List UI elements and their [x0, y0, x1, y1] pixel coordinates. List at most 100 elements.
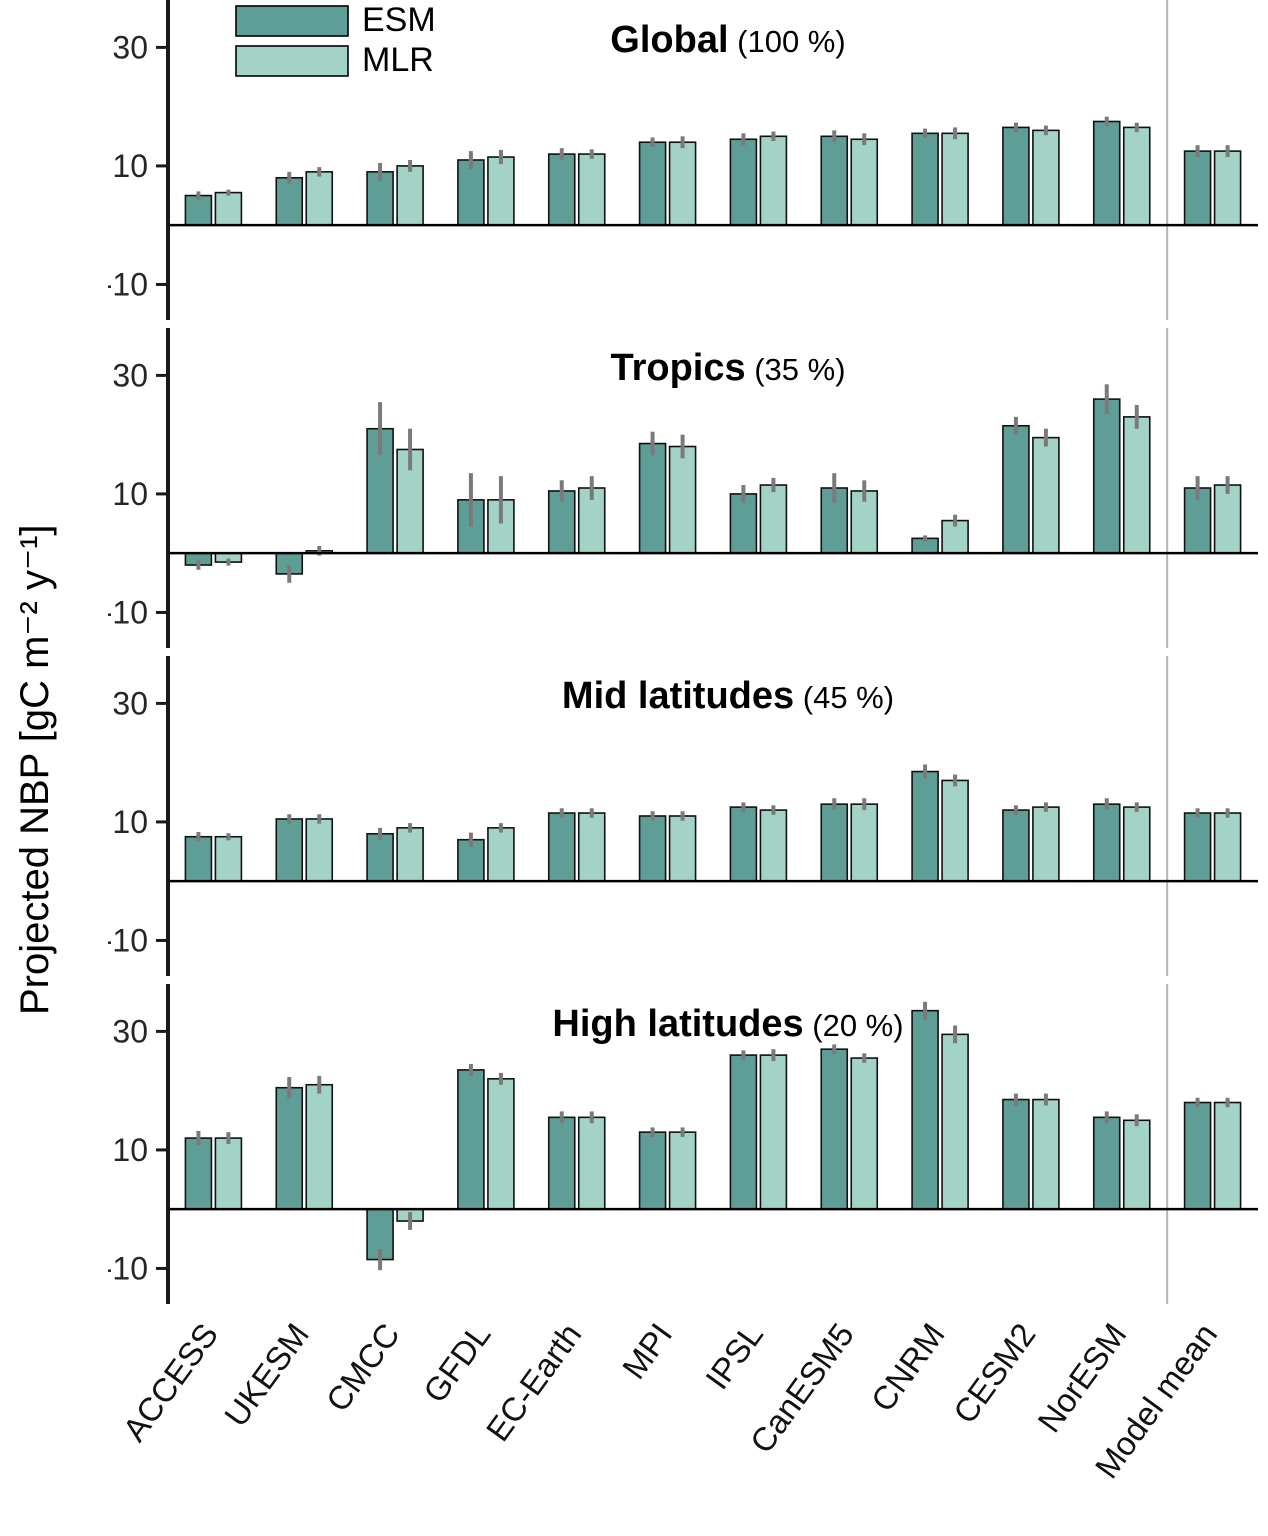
bar-mlr-ipsl [759, 484, 788, 554]
bar-mlr-cmcc [396, 165, 424, 226]
x-tick-label-cmcc: CMCC [319, 1316, 407, 1418]
y-tick-label: 10 [112, 1132, 148, 1168]
bar-esm-access [184, 835, 213, 882]
panel-title-global: Global (100 %) [610, 19, 845, 61]
bar-esm-ipsl [729, 806, 758, 882]
bar-mlr-ipsl [759, 809, 788, 882]
bar-mlr-cnrm [941, 779, 969, 882]
bar-mlr-cnrm [941, 132, 969, 226]
bar-mlr-canesm5 [850, 1057, 879, 1210]
y-tick-label: 10 [112, 476, 148, 512]
bar-mlr-ec-earth [577, 812, 606, 882]
bar-esm-mpi [638, 815, 667, 882]
bar-esm-ec-earth [547, 153, 576, 226]
panel-high-latitudes: 30 10 -10 High latitudes (20 %) [108, 984, 1258, 1304]
bar-esm-cnrm [911, 132, 939, 226]
bar-esm-model-mean [1183, 150, 1212, 226]
bar-esm-ipsl [729, 138, 758, 226]
panel-title-mid-latitudes: Mid latitudes (45 %) [562, 675, 894, 717]
bar-mlr-ukesm [305, 818, 334, 882]
bar-esm-noresm [1092, 1116, 1121, 1210]
x-tick-label-cnrm: CNRM [864, 1316, 952, 1418]
y-tick-label: 30 [112, 685, 148, 721]
panel-title-tropics: Tropics (35 %) [610, 347, 845, 389]
y-tick-label: -10 [108, 266, 148, 302]
panel-title-high-latitudes: High latitudes (20 %) [552, 1003, 903, 1045]
bar-esm-ec-earth [547, 812, 576, 882]
x-tick-label-gfdl: GFDL [416, 1316, 498, 1409]
y-tick-label: -10 [108, 922, 148, 958]
bar-mlr-access [214, 835, 243, 882]
bar-mlr-ec-earth [577, 153, 606, 226]
bar-mlr-mpi [668, 445, 697, 554]
bar-mlr-ec-earth [577, 1116, 606, 1210]
bar-esm-canesm5 [820, 803, 849, 882]
bar-esm-ec-earth [547, 1116, 576, 1210]
bar-esm-cnrm [911, 1009, 939, 1210]
bar-esm-mpi [638, 141, 667, 226]
legend-swatch-esm [235, 5, 349, 37]
bar-mlr-model-mean [1213, 150, 1242, 226]
bar-mlr-canesm5 [850, 138, 879, 226]
x-tick-label-ec-earth: EC-Earth [479, 1316, 589, 1448]
y-tick-label: 10 [112, 804, 148, 840]
panel-tropics: 30 10 -10 Tropics (35 %) [108, 328, 1258, 648]
bar-esm-gfdl [457, 159, 485, 226]
bar-mlr-ukesm [305, 171, 334, 226]
bar-mlr-cesm2 [1032, 806, 1060, 882]
bar-esm-ukesm [275, 176, 304, 226]
bar-esm-model-mean [1183, 1101, 1212, 1210]
x-tick-label-ukesm: UKESM [217, 1316, 316, 1433]
bar-esm-mpi [638, 442, 667, 554]
bar-mlr-cnrm [941, 1033, 969, 1210]
bar-mlr-gfdl [487, 1078, 515, 1210]
legend-label-mlr: MLR [362, 41, 434, 79]
y-tick-label: 10 [112, 148, 148, 184]
bar-mlr-ipsl [759, 135, 788, 226]
y-tick-label: -10 [108, 594, 148, 630]
bar-esm-canesm5 [820, 135, 849, 226]
bar-esm-cesm2 [1002, 126, 1030, 226]
bar-esm-canesm5 [820, 1048, 849, 1210]
bar-esm-model-mean [1183, 812, 1212, 882]
bar-mlr-access [214, 191, 243, 226]
bar-mlr-noresm [1122, 416, 1151, 554]
bar-esm-ipsl [729, 1054, 758, 1210]
bar-esm-ipsl [729, 493, 758, 554]
bar-esm-mpi [638, 1131, 667, 1210]
bar-mlr-ukesm [305, 1083, 334, 1210]
bar-mlr-model-mean [1213, 1101, 1242, 1210]
legend-label-esm: ESM [362, 1, 436, 39]
bar-mlr-mpi [668, 141, 697, 226]
bar-mlr-access [214, 1137, 243, 1210]
legend-swatch-mlr [235, 45, 349, 77]
bar-mlr-mpi [668, 815, 697, 882]
bar-esm-noresm [1092, 120, 1121, 226]
bar-mlr-canesm5 [850, 803, 879, 882]
bar-mlr-cesm2 [1032, 436, 1060, 554]
bar-mlr-cmcc [396, 827, 424, 882]
bar-esm-cesm2 [1002, 809, 1030, 882]
bar-mlr-model-mean [1213, 484, 1242, 554]
y-tick-label: 30 [112, 357, 148, 393]
bar-mlr-noresm [1122, 806, 1151, 882]
bar-esm-cesm2 [1002, 1098, 1030, 1210]
bar-esm-ukesm [275, 1086, 304, 1210]
y-tick-label: -10 [108, 1250, 148, 1286]
bar-esm-access [184, 1137, 213, 1210]
bar-mlr-ipsl [759, 1054, 788, 1210]
bar-mlr-noresm [1122, 1119, 1151, 1210]
y-axis-label: Projected NBP [gC m⁻² y⁻¹] [13, 524, 57, 1015]
bar-mlr-gfdl [487, 156, 515, 226]
bar-esm-noresm [1092, 398, 1121, 554]
x-tick-label-ipsl: IPSL [698, 1316, 770, 1396]
bar-esm-cmcc [366, 832, 394, 882]
bar-esm-cnrm [911, 770, 939, 882]
bar-esm-gfdl [457, 1069, 485, 1210]
bar-mlr-gfdl [487, 827, 515, 882]
bar-mlr-cesm2 [1032, 129, 1060, 226]
